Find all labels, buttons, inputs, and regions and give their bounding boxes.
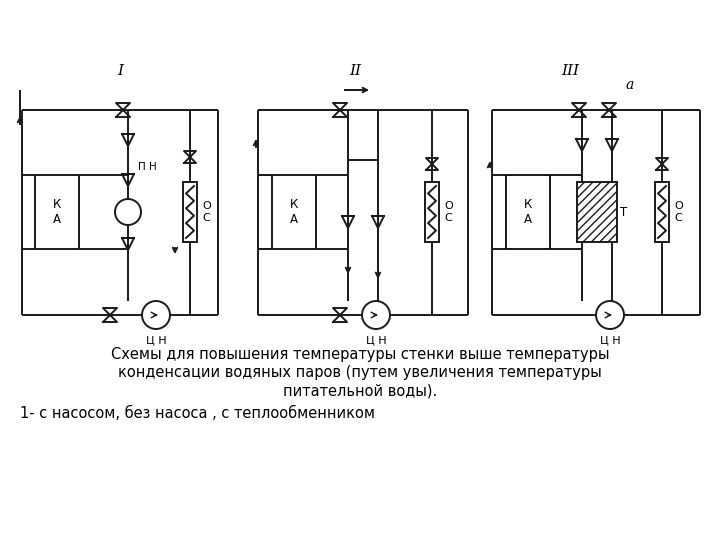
Text: О
С: О С xyxy=(444,201,453,223)
Text: Т: Т xyxy=(620,206,627,219)
Bar xyxy=(577,182,617,242)
Text: a: a xyxy=(626,78,634,92)
Text: Ц Н: Ц Н xyxy=(366,335,387,345)
Text: П Н: П Н xyxy=(138,162,157,172)
Text: 1- с насосом, без насоса , с теплообменником: 1- с насосом, без насоса , с теплообменн… xyxy=(20,406,375,421)
Bar xyxy=(506,175,550,249)
Text: III: III xyxy=(561,64,579,78)
Text: О
С: О С xyxy=(202,201,211,223)
Text: II: II xyxy=(349,64,361,78)
Text: конденсации водяных паров (путем увеличения температуры: конденсации водяных паров (путем увеличе… xyxy=(118,366,602,381)
Bar xyxy=(425,182,439,242)
Text: К
А: К А xyxy=(290,198,298,226)
Circle shape xyxy=(596,301,624,329)
Bar xyxy=(272,175,316,249)
Text: О
С: О С xyxy=(674,201,683,223)
Bar xyxy=(655,182,669,242)
Circle shape xyxy=(115,199,141,225)
Bar xyxy=(35,175,79,249)
Circle shape xyxy=(362,301,390,329)
Text: I: I xyxy=(117,64,123,78)
Text: питательной воды).: питательной воды). xyxy=(283,383,437,399)
Text: К
А: К А xyxy=(53,198,61,226)
Circle shape xyxy=(142,301,170,329)
Text: К
А: К А xyxy=(524,198,532,226)
Bar xyxy=(183,182,197,242)
Text: Ц Н: Ц Н xyxy=(145,335,166,345)
Text: Схемы для повышения температуры стенки выше температуры: Схемы для повышения температуры стенки в… xyxy=(111,348,609,362)
Text: Ц Н: Ц Н xyxy=(600,335,621,345)
